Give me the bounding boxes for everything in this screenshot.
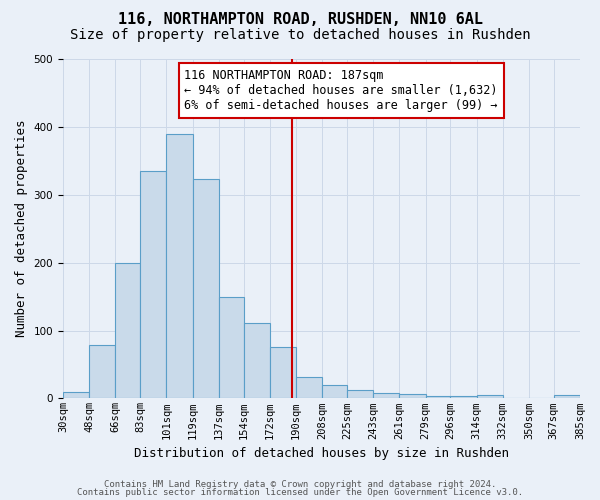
Bar [115, 264, 140, 398]
Y-axis label: Number of detached properties: Number of detached properties [15, 120, 28, 338]
Bar [400, 394, 425, 398]
Text: Size of property relative to detached houses in Rushden: Size of property relative to detached ho… [70, 28, 530, 42]
X-axis label: Distribution of detached houses by size in Rushden: Distribution of detached houses by size … [134, 447, 509, 460]
Bar [373, 393, 400, 398]
Bar [425, 396, 451, 398]
Bar [89, 346, 115, 399]
Bar [451, 396, 476, 398]
Text: Contains HM Land Registry data © Crown copyright and database right 2024.: Contains HM Land Registry data © Crown c… [104, 480, 496, 489]
Bar [166, 134, 193, 398]
Bar [322, 386, 347, 398]
Text: Contains public sector information licensed under the Open Government Licence v3: Contains public sector information licen… [77, 488, 523, 497]
Bar [476, 395, 503, 398]
Bar [140, 171, 166, 398]
Bar [554, 395, 580, 398]
Bar [193, 179, 219, 398]
Bar [270, 348, 296, 399]
Bar [347, 390, 373, 398]
Bar [219, 296, 244, 398]
Bar [63, 392, 89, 398]
Bar [244, 323, 270, 398]
Text: 116, NORTHAMPTON ROAD, RUSHDEN, NN10 6AL: 116, NORTHAMPTON ROAD, RUSHDEN, NN10 6AL [118, 12, 482, 28]
Text: 116 NORTHAMPTON ROAD: 187sqm
← 94% of detached houses are smaller (1,632)
6% of : 116 NORTHAMPTON ROAD: 187sqm ← 94% of de… [184, 69, 498, 112]
Bar [296, 378, 322, 398]
